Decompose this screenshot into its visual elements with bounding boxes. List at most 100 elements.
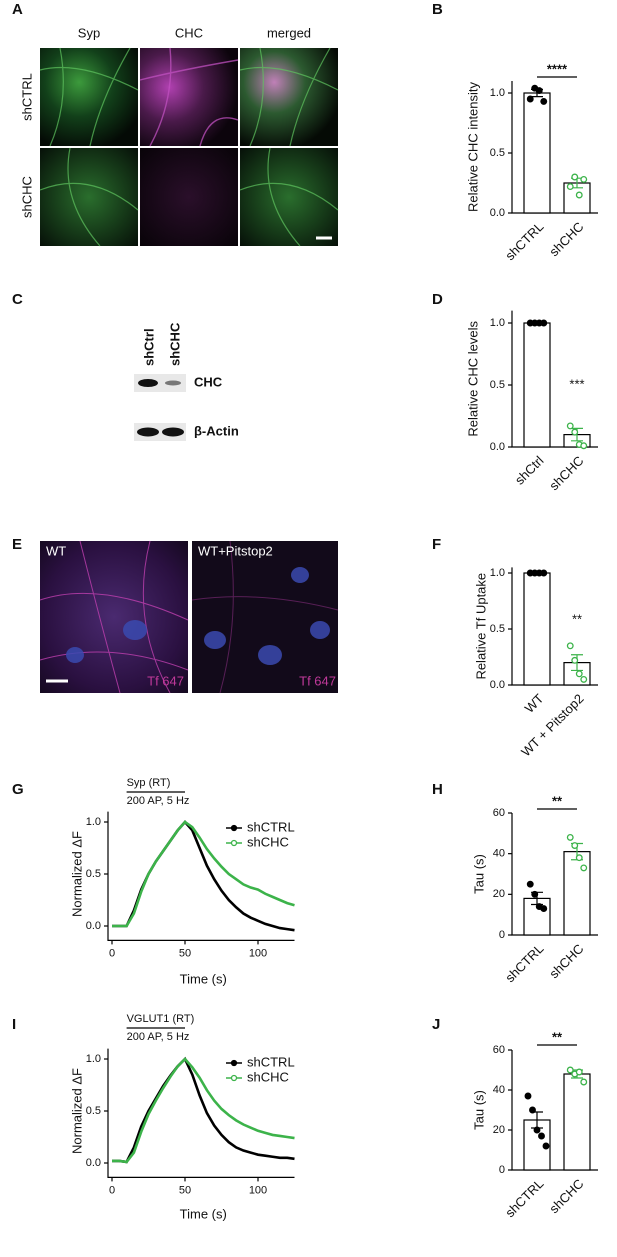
y-tick-label: 0.5: [490, 379, 505, 391]
image-tile: [192, 541, 338, 693]
column-label: Syp: [78, 25, 100, 40]
bar: [523, 572, 551, 686]
data-point: [540, 905, 548, 913]
data-point: [575, 854, 583, 862]
blot-band: [162, 427, 184, 437]
data-point: [540, 569, 548, 577]
y-tick-label: 40: [493, 848, 505, 860]
significance-label: **: [552, 1029, 563, 1044]
y-tick-label: 20: [493, 888, 505, 900]
neurite-texture: [39, 540, 339, 694]
annotation: 200 AP, 5 Hz: [127, 1031, 190, 1043]
neurite-texture: [39, 47, 339, 247]
y-tick-label: 40: [493, 1084, 505, 1096]
data-point: [535, 87, 543, 95]
bar: [563, 1073, 591, 1171]
y-tick-label: 0: [499, 929, 505, 941]
band-label: CHC: [194, 374, 223, 389]
row-label: shCHC: [19, 176, 34, 218]
series-line: [112, 1057, 295, 1164]
image-tile: [40, 48, 138, 146]
y-tick-label: 0.0: [490, 679, 505, 691]
panel-label: A: [12, 1, 23, 18]
y-tick-label: 0.0: [490, 207, 505, 219]
x-tick-label: shCTRL: [502, 1176, 546, 1220]
column-label: CHC: [175, 25, 203, 40]
blot-band: [137, 427, 159, 437]
y-axis-label: Relative CHC levels: [465, 321, 480, 437]
y-tick-label: 0.5: [490, 147, 505, 159]
x-tick-label: shCTRL: [502, 941, 546, 985]
legend-label: shCHC: [247, 1069, 289, 1084]
image-tile: [240, 148, 338, 246]
x-tick-label: shCHC: [546, 941, 586, 981]
data-point: [575, 191, 583, 199]
y-axis-label: Tau (s): [471, 1090, 486, 1130]
y-axis-label: Normalized ΔF: [69, 1068, 84, 1154]
data-point: [524, 1092, 532, 1100]
image-tile: [240, 48, 338, 146]
panel-label: H: [432, 781, 443, 798]
image-tile: [140, 48, 238, 146]
y-tick-label: 1.0: [86, 1053, 101, 1065]
y-tick-label: 0.0: [490, 441, 505, 453]
data-point: [526, 95, 534, 103]
x-tick-label: WT: [522, 691, 547, 716]
y-axis-label: Relative CHC intensity: [465, 81, 480, 212]
data-point: [566, 1066, 574, 1074]
data-point: [540, 97, 548, 105]
panel-label: G: [12, 781, 24, 798]
y-tick-label: 1.0: [86, 816, 101, 828]
x-tick-label: shCTRL: [502, 219, 546, 263]
y-tick-label: 1.0: [490, 567, 505, 579]
data-point: [529, 1106, 536, 1114]
panel-label: C: [12, 291, 23, 308]
x-tick-label: shCHC: [546, 219, 586, 259]
band-label: β-Actin: [194, 423, 239, 438]
annotation: Syp (RT): [127, 777, 171, 789]
data-point: [566, 183, 574, 191]
blot-band: [138, 379, 158, 387]
x-tick-label: shCtrl: [512, 453, 547, 488]
y-tick-label: 0.5: [86, 1105, 101, 1117]
x-tick-label: 100: [249, 1184, 267, 1196]
panel-label: I: [12, 1016, 16, 1033]
panel-label: D: [432, 291, 443, 308]
significance-label: **: [572, 611, 582, 626]
x-tick-label: shCHC: [546, 1176, 586, 1216]
legend-marker: [230, 824, 238, 832]
data-point: [526, 880, 534, 888]
data-point: [566, 833, 574, 841]
image-tile: [40, 148, 138, 246]
data-point: [566, 422, 574, 430]
x-tick-label: 100: [249, 947, 267, 959]
x-tick-label: 0: [109, 1184, 115, 1196]
stain-label: Tf 647: [299, 673, 336, 688]
legend-label: shCTRL: [247, 1054, 295, 1069]
legend-label: shCTRL: [247, 819, 295, 834]
data-point: [575, 1068, 583, 1076]
panel-label: B: [432, 1, 443, 18]
image-label: WT+Pitstop2: [198, 543, 273, 558]
x-tick-label: 0: [109, 947, 115, 959]
data-point: [540, 319, 548, 327]
significance-label: ****: [547, 61, 568, 76]
y-tick-label: 0.5: [490, 623, 505, 635]
x-tick-label: 50: [179, 1184, 191, 1196]
data-point: [580, 442, 588, 450]
data-point: [580, 1078, 588, 1086]
legend-marker: [230, 1074, 238, 1082]
y-tick-label: 20: [493, 1124, 505, 1136]
micrograph-e: [39, 540, 339, 694]
y-tick-label: 0.5: [86, 868, 101, 880]
series-line: [112, 1056, 295, 1164]
data-point: [571, 656, 579, 664]
micrograph-a: [39, 47, 339, 247]
neurite-texture: [139, 47, 239, 147]
y-tick-label: 1.0: [490, 87, 505, 99]
y-tick-label: 60: [493, 807, 505, 819]
annotation: 200 AP, 5 Hz: [127, 795, 190, 807]
data-point: [580, 675, 588, 683]
data-point: [571, 428, 579, 436]
